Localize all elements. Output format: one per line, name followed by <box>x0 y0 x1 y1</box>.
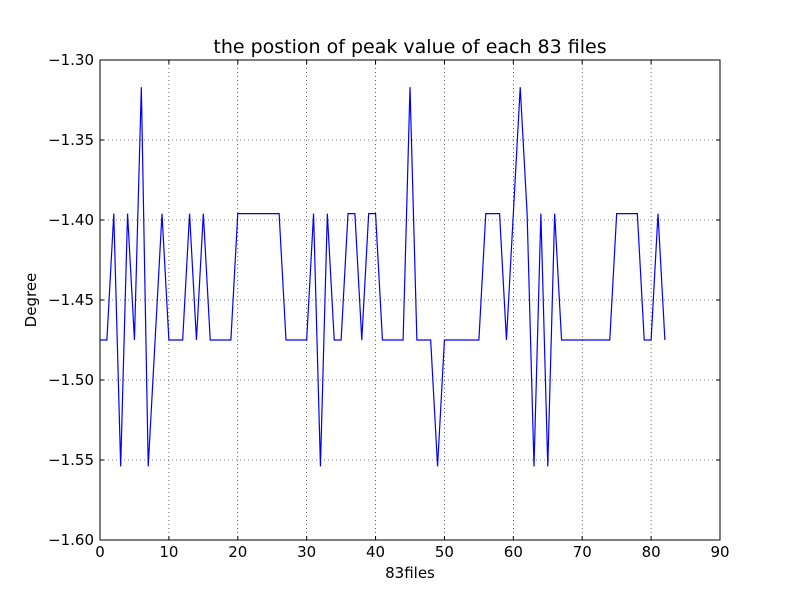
y-tick-label: −1.60 <box>48 531 94 549</box>
x-tick-label: 0 <box>95 543 105 561</box>
y-tick-label: −1.35 <box>48 131 94 149</box>
y-tick-label: −1.55 <box>48 451 94 469</box>
y-tick-label: −1.40 <box>48 211 94 229</box>
chart-title: the postion of peak value of each 83 fil… <box>213 36 606 58</box>
x-tick-label: 30 <box>297 543 316 561</box>
y-axis-label: Degree <box>22 273 40 328</box>
x-tick-label: 40 <box>366 543 385 561</box>
x-tick-label: 10 <box>159 543 178 561</box>
y-tick-label: −1.45 <box>48 291 94 309</box>
x-tick-label: 50 <box>435 543 454 561</box>
ticks: 0 10 20 30 40 50 60 70 80 90 −1.60 −1.55 −1.50 −1.45 −… <box>48 51 730 561</box>
x-tick-label: 60 <box>504 543 523 561</box>
x-tick-label: 70 <box>573 543 592 561</box>
y-tick-label: −1.50 <box>48 371 94 389</box>
series-layer <box>100 87 666 467</box>
x-axis-label: 83files <box>385 564 435 582</box>
x-tick-label: 90 <box>710 543 729 561</box>
series-line <box>100 87 666 467</box>
x-tick-label: 20 <box>228 543 247 561</box>
x-tick-label: 80 <box>642 543 661 561</box>
y-tick-label: −1.30 <box>48 51 94 69</box>
